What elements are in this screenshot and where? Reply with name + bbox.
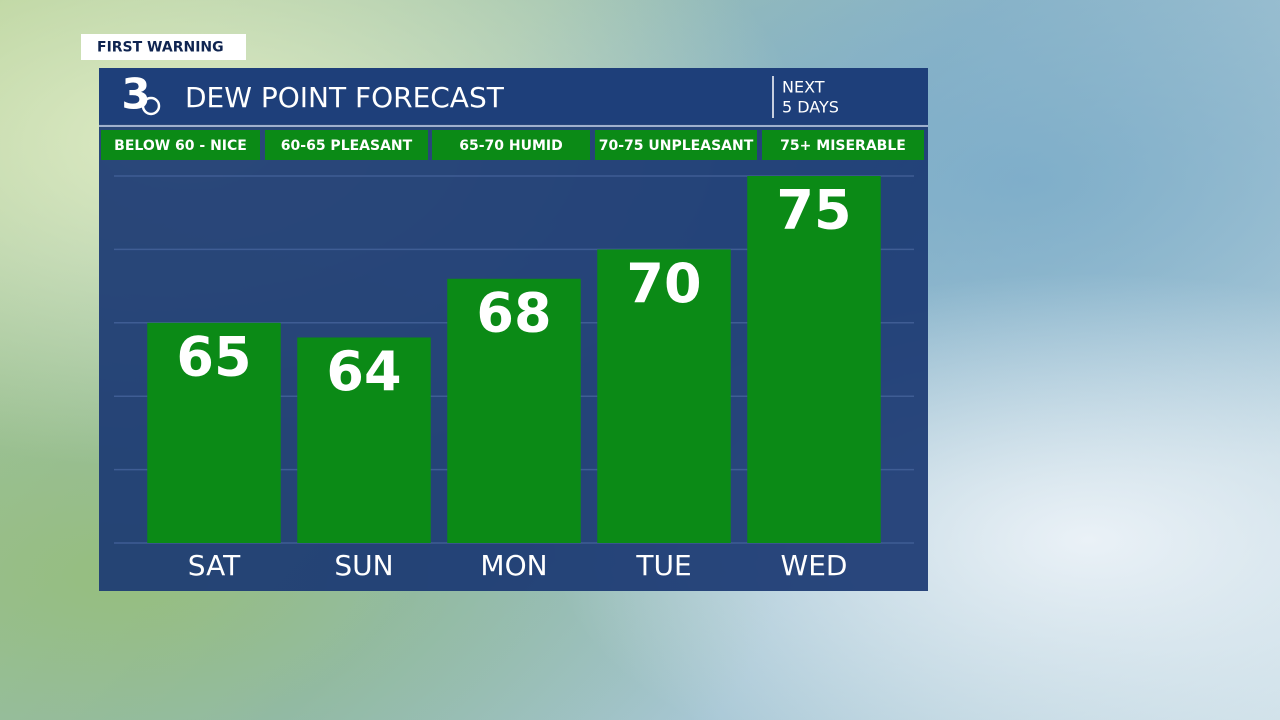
- subtitle-line: NEXT: [782, 78, 825, 97]
- bar: [147, 322, 281, 543]
- x-tick-label: MON: [480, 549, 547, 582]
- bar: [297, 337, 431, 543]
- band-label: 75+ MISERABLE: [780, 138, 906, 154]
- plot: 65 SAT 64 SUN 68 MON 70 TUE 75 WED: [114, 175, 914, 582]
- x-tick-label: TUE: [635, 549, 691, 582]
- chart-title: DEW POINT FORECAST: [185, 81, 505, 114]
- bar: [447, 278, 581, 543]
- band-box: [432, 130, 590, 160]
- band-label: BELOW 60 - NICE: [114, 138, 247, 154]
- value-label: 65: [176, 325, 251, 388]
- x-tick-label: WED: [781, 549, 848, 582]
- band-box: [101, 130, 260, 160]
- logo-eye: [141, 96, 161, 116]
- value-label: 64: [326, 340, 401, 403]
- band-box: [595, 130, 757, 160]
- band-label: 65-70 HUMID: [459, 138, 563, 154]
- band-label: 60-65 PLEASANT: [281, 138, 413, 154]
- brand: FIRST WARNING: [97, 40, 224, 56]
- bar: [597, 249, 731, 543]
- brand-tab: [81, 34, 246, 60]
- x-tick-label: SUN: [334, 549, 393, 582]
- value-label: 68: [476, 281, 551, 344]
- bar: [747, 176, 881, 543]
- subtitle-line: 5 DAYS: [782, 98, 839, 117]
- band-row: BELOW 60 - NICE 60-65 PLEASANT 65-70 HUMID…: [101, 130, 924, 160]
- band-box: [762, 130, 924, 160]
- band-box: [265, 130, 428, 160]
- value-label: 75: [776, 179, 851, 242]
- header: [99, 68, 928, 124]
- value-label: 70: [626, 252, 701, 315]
- band-label: 70-75 UNPLEASANT: [599, 138, 754, 154]
- x-tick-label: SAT: [188, 549, 241, 582]
